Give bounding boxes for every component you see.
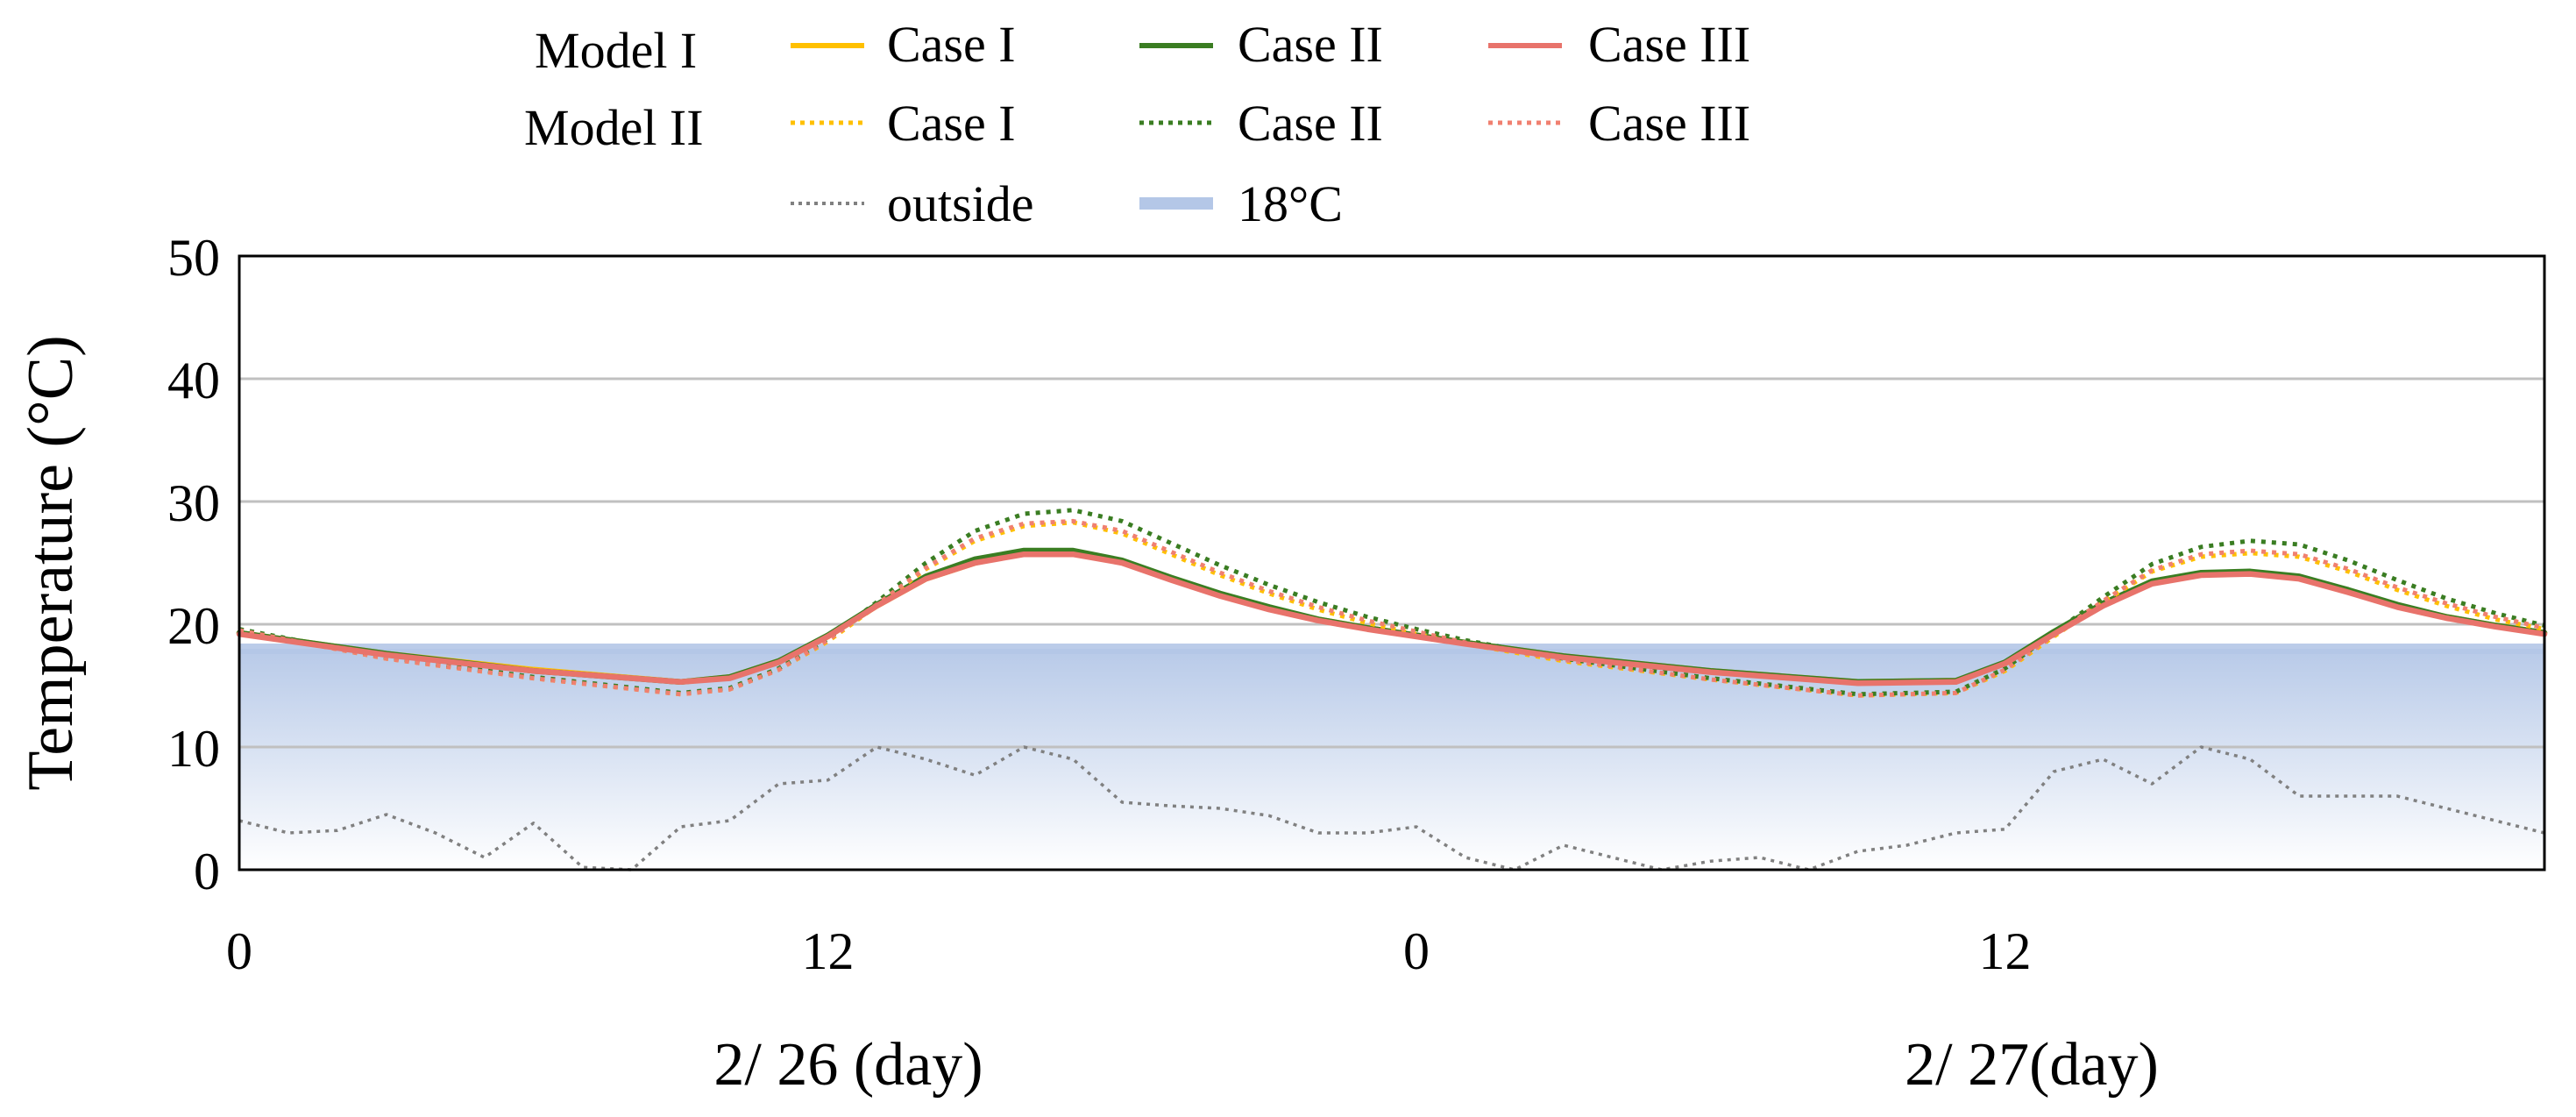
y-tick-label-30: 30 [167,474,220,532]
y-tick-label-50: 50 [167,229,220,287]
x-tick-label-3: 12 [1978,922,2031,980]
y-axis-label: Temperature (°C) [15,335,87,791]
series-line-model-ii-case-i [238,520,2545,698]
legend-label-model-ii-case-i: Case I [887,95,1016,152]
legend-row-label-model-i: Model I [535,22,697,79]
day-label-2-26: 2/ 26 (day) [713,1031,983,1099]
day-label-2-27: 2/ 27(day) [1905,1031,2159,1099]
y-tick-label-20: 20 [167,597,220,655]
y-tick-label-10: 10 [167,720,220,778]
y-tick-labels: 0 10 20 30 40 50 [167,229,220,900]
series-line-model-ii-case-iii [238,518,2545,698]
legend-label-model-ii-case-ii: Case II [1238,95,1383,152]
legend: Model I Model II Case I Case II Case III… [524,16,1750,232]
gridlines [239,377,2544,749]
legend-row-label-model-ii: Model II [524,99,704,156]
x-tick-label-1: 12 [801,922,854,980]
series-line-outside [238,745,2545,872]
legend-label-model-i-case-ii: Case II [1238,16,1383,73]
legend-label-outside: outside [887,175,1034,232]
x-tick-labels: 0 12 0 12 [226,922,2031,980]
plot-frame [238,254,2546,872]
y-tick-label-40: 40 [167,352,220,409]
comfort-band [239,644,2544,870]
x-tick-label-2: 0 [1403,922,1430,980]
series-line-model-i-case-iii [236,551,2548,687]
legend-label-model-ii-case-iii: Case III [1588,95,1750,152]
legend-label-model-i-case-i: Case I [887,16,1016,73]
comfort-band-fill [239,649,2544,870]
y-tick-label-0: 0 [194,843,220,900]
series-lines [236,508,2548,872]
legend-label-model-i-case-iii: Case III [1588,16,1750,73]
x-tick-label-0: 0 [226,922,252,980]
legend-label-18c: 18°C [1238,175,1343,232]
